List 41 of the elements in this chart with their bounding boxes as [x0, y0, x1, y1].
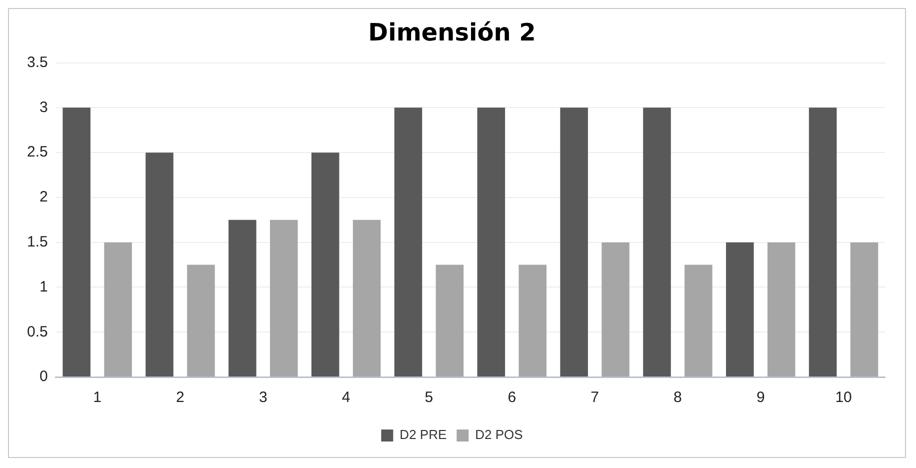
bar — [850, 242, 878, 376]
bar — [311, 152, 340, 376]
bar — [228, 220, 256, 376]
bar — [560, 108, 588, 376]
y-tick-label: 2.5 — [26, 144, 48, 161]
bar — [270, 220, 298, 376]
bar — [62, 108, 90, 376]
y-tick-label: 2 — [40, 188, 48, 206]
x-tick-label: 1 — [93, 389, 102, 406]
bar — [477, 108, 506, 376]
x-tick-label: 2 — [176, 389, 184, 406]
x-tick-label: 3 — [258, 389, 268, 406]
y-tick-label: 0.5 — [26, 323, 48, 340]
x-tick-label: 10 — [835, 389, 852, 406]
bar — [643, 108, 671, 376]
y-tick-label: 1.5 — [26, 233, 48, 250]
y-tick-label: 0 — [40, 368, 48, 386]
bar — [436, 264, 464, 376]
y-tick-label: 3 — [40, 98, 48, 116]
bar — [602, 242, 630, 376]
bar — [394, 108, 422, 376]
bar — [352, 220, 381, 376]
x-tick-label: 9 — [756, 389, 765, 406]
bar — [684, 264, 712, 376]
legend-label: D2 POS — [475, 427, 524, 442]
bar — [104, 242, 132, 376]
bar — [146, 152, 174, 376]
bar — [726, 242, 754, 376]
bar — [808, 108, 837, 376]
y-tick-label: 1 — [40, 278, 48, 296]
bar — [767, 242, 796, 376]
x-tick-label: 7 — [590, 389, 599, 406]
bar — [518, 264, 546, 376]
bar — [187, 264, 215, 376]
x-tick-label: 5 — [424, 389, 434, 406]
x-tick-label: 8 — [674, 389, 682, 406]
y-tick-label: 3.5 — [26, 54, 48, 71]
x-tick-label: 6 — [508, 389, 516, 406]
legend-label: D2 PRE — [400, 427, 447, 442]
chart-title: Dimensión 2 — [368, 18, 536, 47]
x-tick-label: 4 — [342, 389, 350, 406]
